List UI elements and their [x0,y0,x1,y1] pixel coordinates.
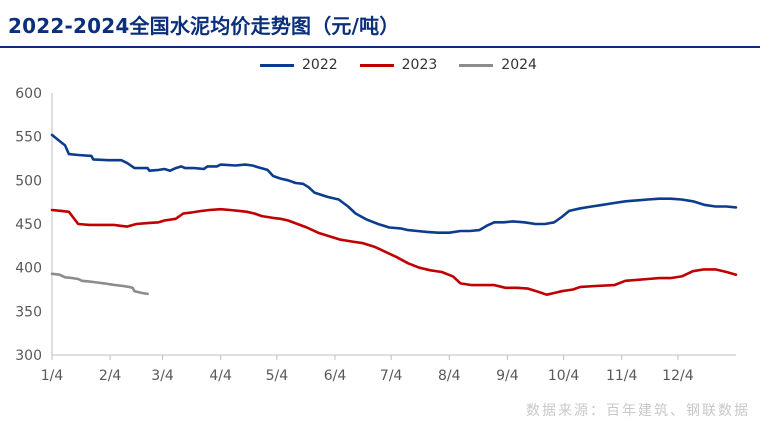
series-line-2023 [50,207,738,296]
series-line-2024 [50,272,149,296]
data-source-note: 数据来源：百年建筑、钢联数据 [526,403,750,419]
x-tick-label-5-4: 5/4 [266,368,289,384]
y-tick-label-350: 350 [15,304,42,320]
legend-item-2023: 2023 [359,57,438,73]
legend-label-2023: 2023 [401,57,438,73]
x-tick-label-6-4: 6/4 [324,368,347,384]
legend-swatch-2022 [260,63,294,67]
legend-label-2024: 2024 [501,57,537,73]
y-tick-label-400: 400 [15,261,42,277]
x-tick-label-1-4: 1/4 [41,368,64,384]
title-underline [0,46,760,48]
x-tick-label-3-4: 3/4 [151,368,174,384]
legend-item-2024: 2024 [459,57,537,73]
x-tick-label-8-4: 8/4 [438,368,461,384]
chart-title: 2022-2024全国水泥均价走势图（元/吨） [8,14,400,38]
legend-swatch-2023 [359,63,394,67]
chart-legend: 2022 2023 2024 [260,57,537,73]
legend-label-2022: 2022 [302,57,338,73]
x-tick-label-4-4: 4/4 [209,368,232,384]
x-tick-label-10-4: 10/4 [548,368,580,384]
legend-swatch-2024 [459,63,494,67]
x-tick-label-9-4: 9/4 [496,368,519,384]
y-tick-label-550: 550 [15,130,42,146]
y-tick-label-300: 300 [15,348,42,364]
x-tick-label-7-4: 7/4 [380,368,403,384]
y-tick-label-500: 500 [15,173,42,189]
x-tick-label-12-4: 12/4 [662,368,694,384]
y-tick-label-600: 600 [15,86,42,102]
x-tick-label-11-4: 11/4 [606,368,638,384]
y-tick-label-450: 450 [15,217,42,233]
legend-item-2022: 2022 [260,57,338,73]
x-tick-label-2-4: 2/4 [99,368,122,384]
series-line-2022 [50,133,738,234]
